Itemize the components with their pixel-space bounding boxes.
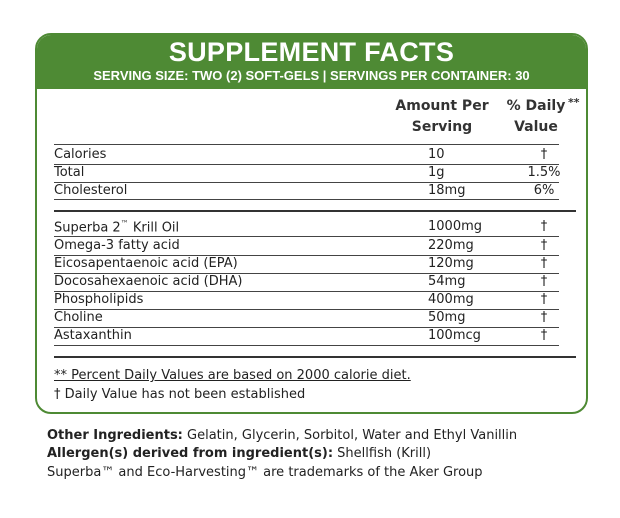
nutrient-dv: † [540,238,548,253]
nutrient-name: Docosahexaenoic acid (DHA) [54,274,243,289]
nutrient-row: Docosahexaenoic acid (DHA) 54mg † [54,274,554,292]
nutrient-dv: 1.5% [527,165,561,180]
amount-column-header: Amount Per Serving [390,96,494,138]
nutrient-dv: † [540,328,548,343]
allergen-label: Allergen(s) derived from ingredient(s): [47,446,334,461]
product-name: Superba 2 [54,220,121,236]
divider [54,199,559,200]
not-established-footnote: † Daily Value has not been established [54,387,306,402]
nutrient-amount: 10 [428,147,445,162]
divider [54,273,559,274]
nutrient-amount: 120mg [428,256,474,271]
nutrient-amount: 100mcg [428,328,481,343]
dv-header-line2: Value [514,119,558,135]
nutrient-row: Eicosapentaenoic acid (EPA) 120mg † [54,256,554,274]
nutrient-amount: 18mg [428,183,466,198]
nutrient-row: Omega-3 fatty acid 220mg † [54,238,554,256]
facts-header: SUPPLEMENT FACTS SERVING SIZE: TWO (2) S… [37,35,586,89]
nutrient-dv: † [540,256,548,271]
nutrient-name: Astaxanthin [54,328,132,343]
divider [54,309,559,310]
divider [54,236,559,237]
amount-header-line2: Serving [411,119,473,135]
nutrient-dv: † [540,292,548,307]
nutrient-dv: 6% [533,183,555,198]
nutrient-row: Phospholipids 400mg † [54,292,554,310]
nutrient-name: Choline [54,310,103,325]
nutrient-name: Eicosapentaenoic acid (EPA) [54,256,238,271]
nutrient-amount: 1000mg [428,219,482,234]
divider [54,291,559,292]
nutrient-name: Cholesterol [54,183,128,198]
supplement-facts-panel: SUPPLEMENT FACTS SERVING SIZE: TWO (2) S… [35,33,588,414]
section-divider [54,356,576,358]
nutrient-dv: † [540,147,548,162]
trademark-notice: Superba™ and Eco-Harvesting™ are tradema… [47,465,483,480]
nutrient-dv: † [540,219,548,234]
nutrient-name: Superba 2™ Krill Oil [54,219,179,235]
nutrient-amount: 220mg [428,238,474,253]
other-ingredients-value: Gelatin, Glycerin, Sorbitol, Water and E… [182,428,518,443]
nutrient-amount: 54mg [428,274,466,289]
nutrient-row: Superba 2™ Krill Oil 1000mg † [54,219,554,237]
divider [54,255,559,256]
other-ingredients: Other Ingredients: Gelatin, Glycerin, So… [47,428,517,443]
daily-values-footnote: ** Percent Daily Values are based on 200… [54,368,411,383]
other-ingredients-label: Other Ingredients: [47,428,183,443]
section-divider [54,210,576,212]
product-name-suffix: Krill Oil [128,220,180,236]
divider [54,345,559,346]
serving-info: SERVING SIZE: TWO (2) SOFT-GELS | SERVIN… [93,68,530,83]
nutrient-dv: † [540,310,548,325]
facts-title: SUPPLEMENT FACTS [168,37,455,67]
nutrient-amount: 1g [428,165,445,180]
divider [54,164,559,165]
nutrient-name: Calories [54,147,107,162]
nutrient-row: Calories 10 † [54,147,554,165]
nutrient-dv: † [540,274,548,289]
dv-footnote-mark: ** [568,96,580,109]
divider [54,182,559,183]
nutrient-name: Phospholipids [54,292,144,307]
dv-header-line1: % Daily [506,98,566,114]
amount-header-line1: Amount Per [395,98,489,114]
nutrient-row: Astaxanthin 100mcg † [54,328,554,346]
nutrient-row: Cholesterol 18mg 6% [54,183,554,201]
divider [54,144,559,145]
divider [54,327,559,328]
trademark-mark: ™ [120,219,129,228]
nutrient-row: Choline 50mg † [54,310,554,328]
nutrient-amount: 400mg [428,292,474,307]
allergen-value: Shellfish (Krill) [333,446,432,461]
nutrient-row: Total 1g 1.5% [54,165,561,183]
nutrient-name: Omega-3 fatty acid [54,238,180,253]
nutrient-amount: 50mg [428,310,466,325]
allergen-info: Allergen(s) derived from ingredient(s): … [47,446,431,461]
dv-column-header: % Daily Value [500,96,572,138]
nutrient-name: Total [54,165,85,180]
